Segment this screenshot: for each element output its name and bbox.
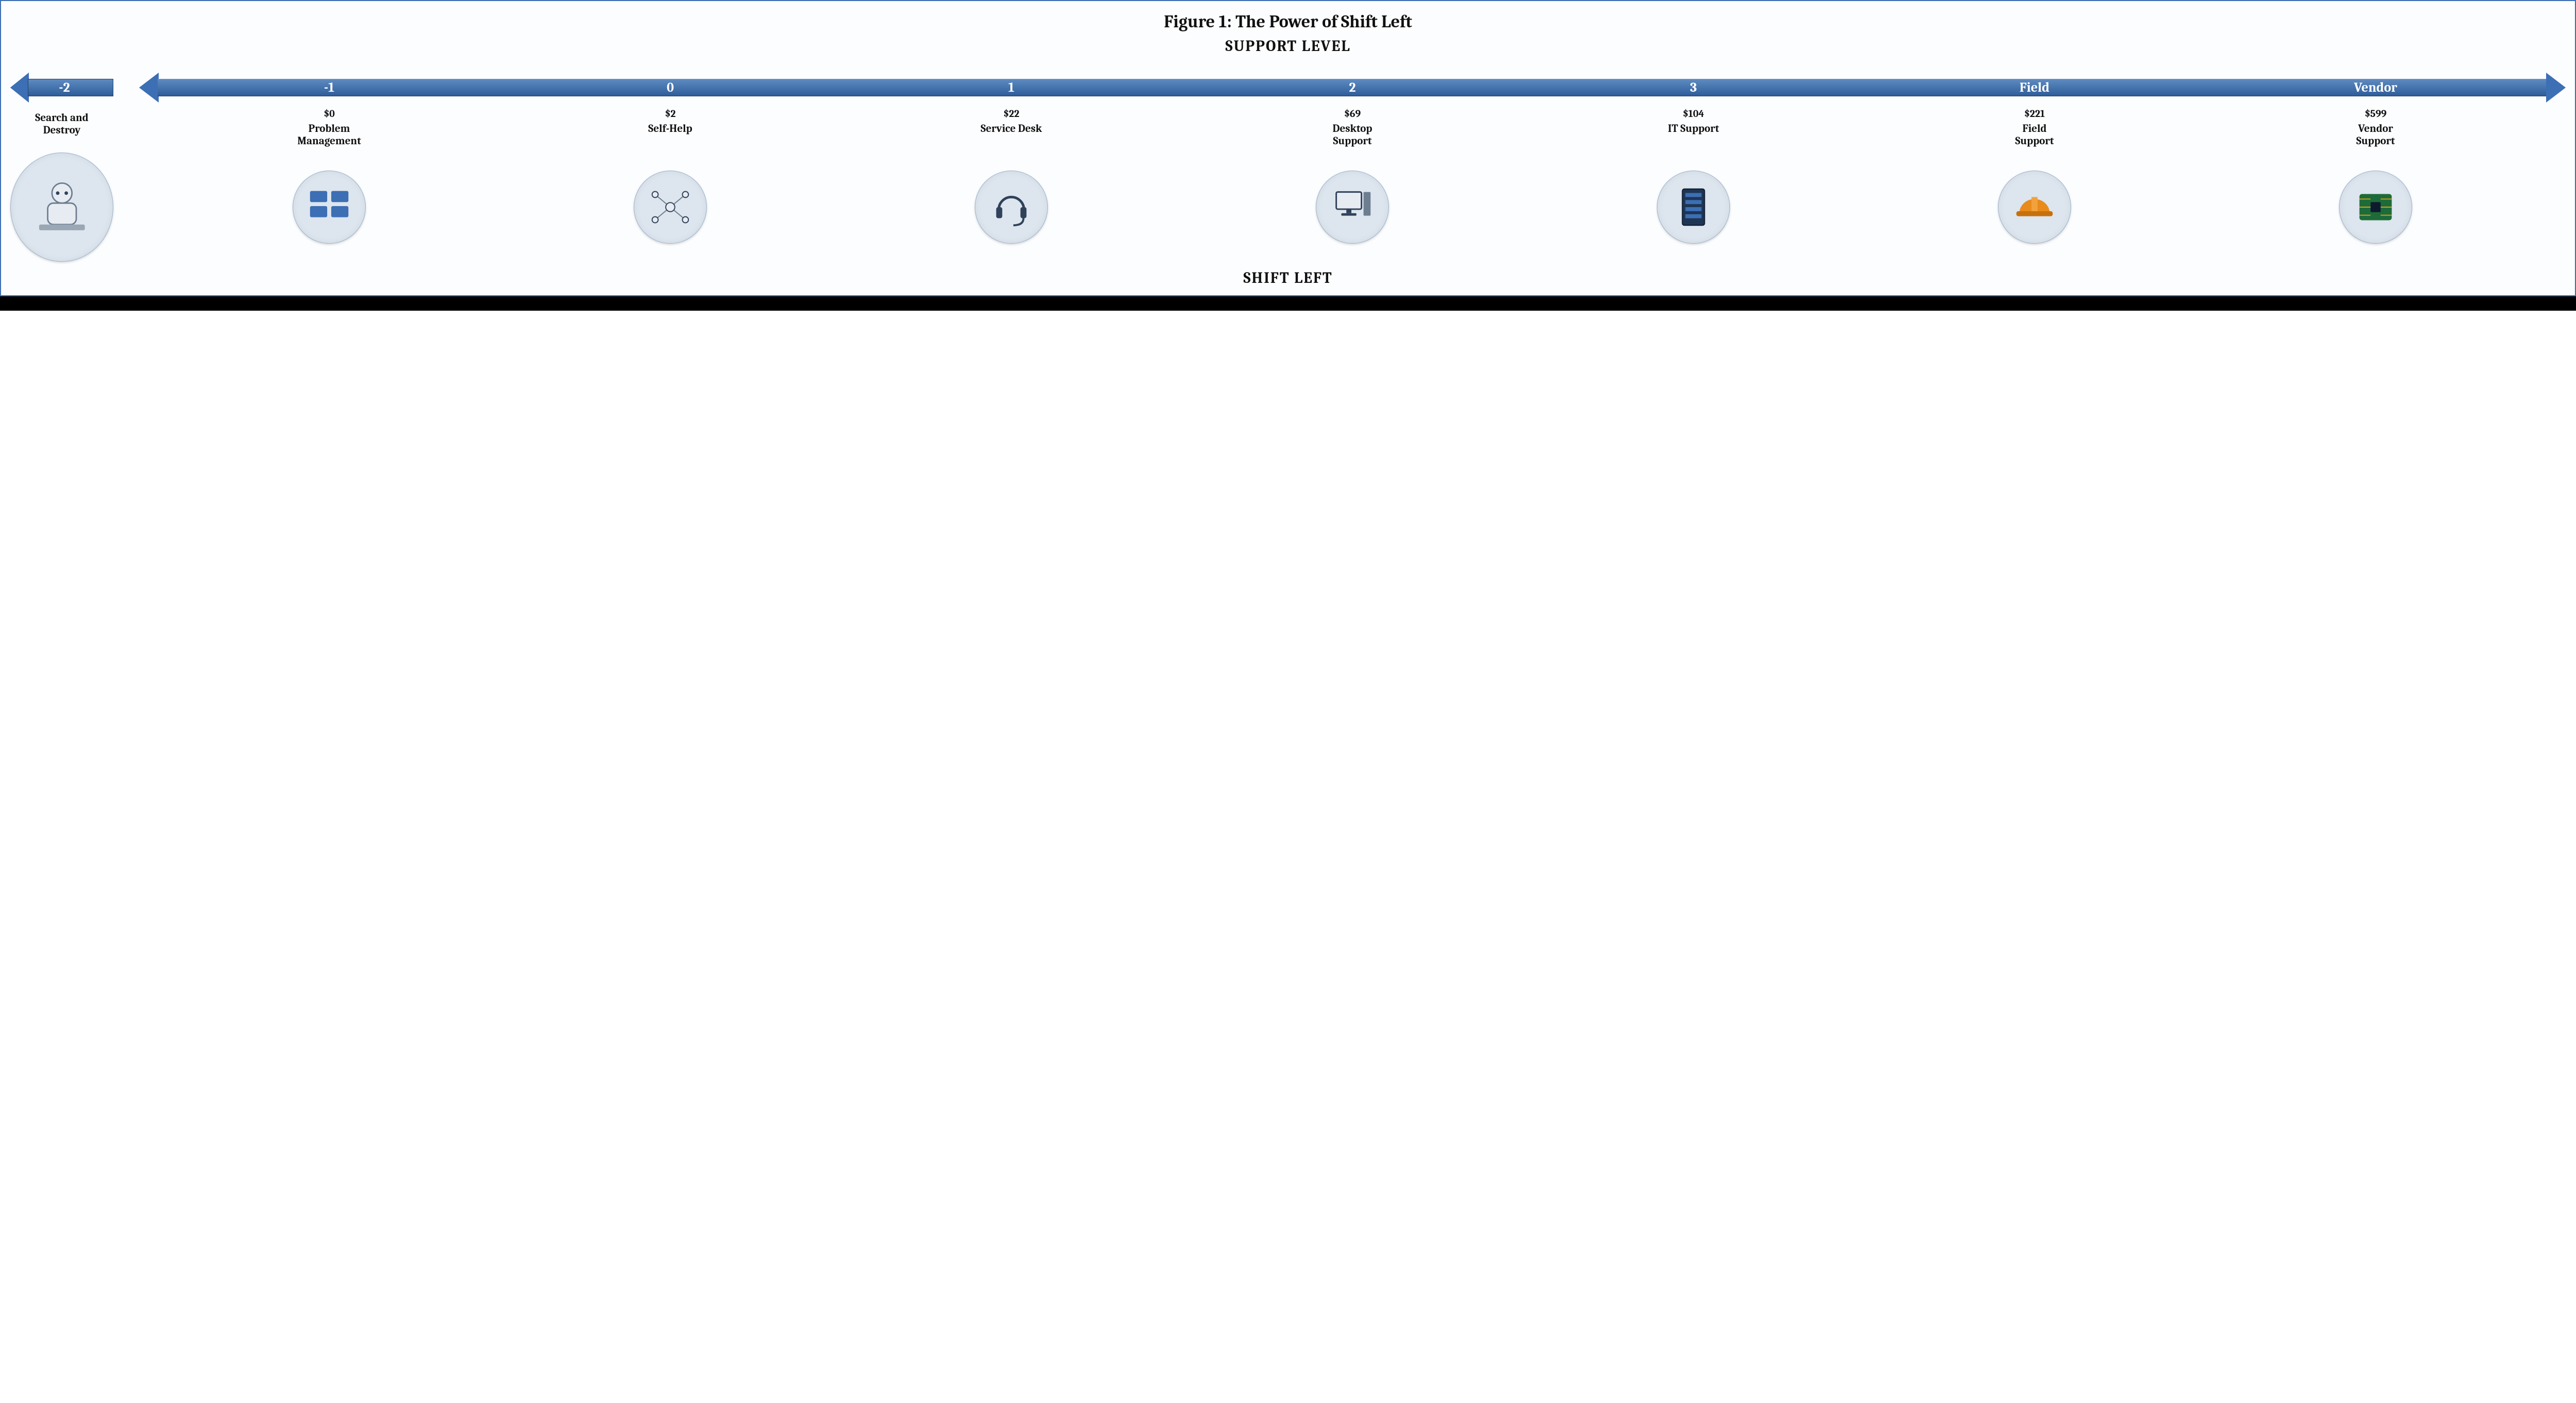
isolated-level-name-line1: Search and	[35, 112, 88, 124]
level-name-line1: Vendor	[2358, 123, 2393, 135]
monitor-grid-icon	[304, 182, 354, 232]
headset-icon	[986, 182, 1037, 232]
illustration-circle	[975, 171, 1048, 244]
figure-frame: Figure 1: The Power of Shift Left SUPPOR…	[0, 0, 2576, 296]
illustration-circle	[634, 171, 707, 244]
level-label: Vendor	[2205, 73, 2546, 103]
isolated-level-name-line2: Destroy	[43, 124, 81, 137]
level-name-line1: Field	[2023, 123, 2047, 135]
level-cost: $0	[159, 108, 500, 120]
isolated-level-arrow: -2	[10, 73, 113, 103]
figure-title: Figure 1: The Power of Shift Left	[10, 11, 2566, 32]
level-cost: $221	[1864, 108, 2205, 120]
illustration-circle	[1316, 171, 1389, 244]
isolated-level-label: -2	[10, 73, 113, 103]
level-name-line2: Support	[2356, 135, 2395, 147]
hardhat-icon	[2009, 182, 2060, 232]
level-name-line2: Support	[1333, 135, 1371, 147]
level-name-line2: Support	[2015, 135, 2054, 147]
level-name: Problem Management	[159, 123, 500, 148]
level-name-line1: IT Support	[1668, 123, 1719, 135]
level-label: 2	[1182, 73, 1523, 103]
level-label: 1	[841, 73, 1182, 103]
level-name-line2: Management	[297, 135, 361, 147]
shift-left-heading: SHIFT LEFT	[10, 269, 2566, 287]
level-name-line1: Self-Help	[648, 123, 692, 135]
level-label: Field	[1864, 73, 2205, 103]
level-cost: $2	[500, 108, 841, 120]
level-name: Self-Help	[500, 123, 841, 148]
level-cost: $599	[2205, 108, 2546, 120]
levels-illustration-cells	[139, 171, 2566, 244]
level-cost: $104	[1523, 108, 1864, 120]
level-name: Vendor Support	[2205, 123, 2546, 148]
level-name: Field Support	[1864, 123, 2205, 148]
level-name: IT Support	[1523, 123, 1864, 148]
illustration-circle	[1657, 171, 1730, 244]
level-label: 3	[1523, 73, 1864, 103]
network-nodes-icon	[645, 182, 696, 232]
level-costs-row: $0 $2 $22 $69 $104 $221 $599	[139, 103, 2566, 120]
level-name-line1: Desktop	[1333, 123, 1372, 135]
illustration-circle	[10, 153, 113, 262]
support-level-heading: SUPPORT LEVEL	[10, 37, 2566, 55]
level-name-line1: Service Desk	[981, 123, 1042, 135]
level-label: -1	[159, 73, 500, 103]
illustration-circle	[2339, 171, 2412, 244]
server-rack-icon	[1668, 182, 1719, 232]
illustration-circle	[293, 171, 366, 244]
robot-icon	[26, 170, 98, 245]
level-names-row: Problem Management Self-Help Service Des…	[139, 120, 2566, 148]
illustration-row	[10, 153, 2566, 262]
level-name: Desktop Support	[1182, 123, 1523, 148]
isolated-level-name: Search and Destroy	[10, 112, 113, 137]
footer-bar	[0, 296, 2576, 311]
levels-arrow: -1 0 1 2 3 Field Vendor	[139, 73, 2566, 103]
levels-column: -1 0 1 2 3 Field Vendor $0 $2 $22 $69 $1…	[139, 61, 2566, 148]
level-label: 0	[500, 73, 841, 103]
levels-arrow-labels: -1 0 1 2 3 Field Vendor	[139, 73, 2566, 103]
level-name: Service Desk	[841, 123, 1182, 148]
level-cost: $22	[841, 108, 1182, 120]
level-name-line1: Problem	[309, 123, 350, 135]
isolated-illustration-cell	[10, 153, 113, 262]
circuit-board-icon	[2350, 182, 2401, 232]
illustration-circle	[1998, 171, 2071, 244]
level-cost: $69	[1182, 108, 1523, 120]
desktop-pc-icon	[1327, 182, 1378, 232]
arrow-band: -2 Search and Destroy -1 0 1 2 3 Field	[10, 61, 2566, 148]
isolated-level-column: -2 Search and Destroy	[10, 61, 113, 137]
